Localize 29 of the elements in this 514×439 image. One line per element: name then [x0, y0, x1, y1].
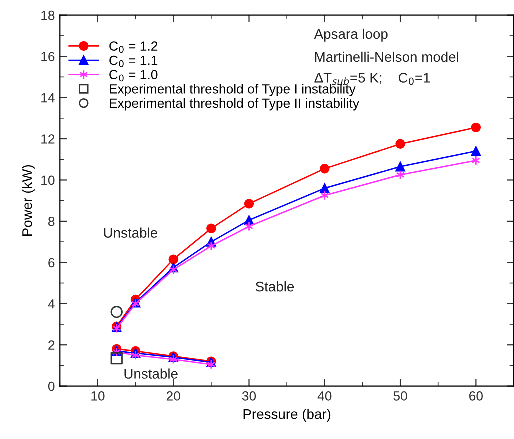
y-tick-label: 2	[48, 340, 55, 350]
annotation: Stable	[256, 282, 294, 292]
legend-label: C$_{0}$ = 1.0	[110, 70, 158, 82]
x-tick-label: 50	[394, 392, 408, 401]
y-tick-label: 4	[48, 300, 55, 309]
annotation: Martinelli-Nelson model	[315, 52, 458, 62]
y-tick-label: 0	[48, 382, 55, 392]
x-tick-label: 30	[242, 392, 256, 401]
x-tick-label: 60	[470, 392, 483, 401]
legend-label: C$_{0}$ = 1.2	[110, 42, 158, 54]
legend-label: Experimental threshold of Type II instability	[110, 98, 360, 111]
y-tick-label: 12	[42, 134, 55, 144]
y-tick-label: 8	[48, 217, 55, 226]
annotation: ΔT$_{sub}$=5 K; C$_{0}$=1	[314, 73, 430, 86]
annotation: Unstable	[124, 368, 178, 379]
x-tick-label: 40	[318, 392, 332, 401]
x-tick-label: 20	[166, 392, 180, 401]
y-axis-title: Power (kW)	[22, 165, 36, 236]
annotation: Unstable	[104, 228, 158, 238]
legend-label: Experimental threshold of Type I instability	[110, 84, 356, 96]
y-tick-label: 18	[42, 10, 55, 20]
y-tick-label: 10	[42, 176, 55, 186]
y-tick-label: 6	[48, 258, 55, 268]
x-tick-label: 10	[92, 392, 105, 401]
x-axis-title: Pressure (bar)	[244, 409, 331, 422]
legend-label: C$_{0}$ = 1.1	[110, 56, 158, 68]
annotation: Apsara loop	[314, 28, 388, 42]
y-tick-label: 16	[42, 52, 55, 62]
y-tick-label: 14	[42, 94, 55, 103]
